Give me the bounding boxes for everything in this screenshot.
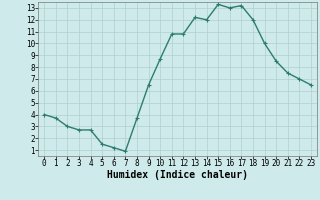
X-axis label: Humidex (Indice chaleur): Humidex (Indice chaleur) xyxy=(107,170,248,180)
